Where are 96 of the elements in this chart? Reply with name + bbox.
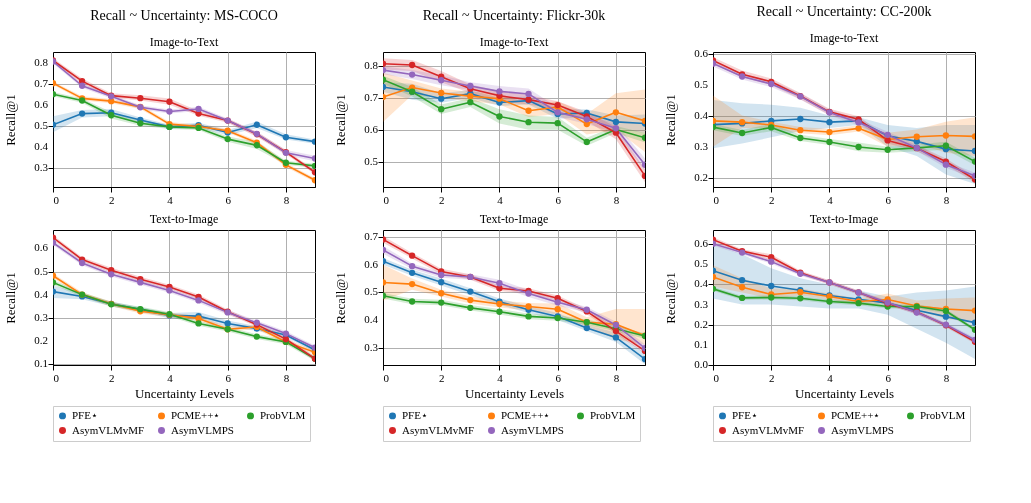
chart-title: Text-to-Image (809, 212, 879, 226)
y-axis-title: Recall@1 (3, 94, 18, 146)
y-tick-label: 0.4 (694, 108, 709, 121)
x-tick-label: 4 (167, 371, 174, 384)
chart-subtitle: Image-to-Text (479, 35, 549, 49)
legend-label: PCME++⋆ (501, 408, 551, 421)
y-axis-title: Recall@1 (333, 94, 348, 146)
y-tick-label: 0.6 (34, 241, 49, 254)
x-tick-label: 2 (108, 193, 115, 206)
x-tick-label: 6 (225, 371, 232, 384)
x-axis-title: Uncertainty Levels (794, 385, 895, 401)
chart-title: Text-to-Image (149, 212, 219, 226)
x-tick-label: 2 (768, 193, 775, 206)
legend-label: AsymVLMvMF (72, 423, 145, 436)
y-tick-label: 0.2 (694, 317, 708, 330)
y-tick-label: 0.5 (694, 77, 709, 90)
y-tick-label: 0.3 (34, 310, 49, 323)
y-tick-label: 0.1 (694, 337, 708, 350)
y-tick-label: 0.8 (34, 55, 49, 68)
y-tick-label: 0.3 (34, 161, 49, 174)
x-tick-label: 8 (283, 371, 290, 384)
x-tick-label: 8 (613, 193, 620, 206)
chart-title: Recall ~ Uncertainty: Flickr-30k (422, 8, 606, 23)
legend-label: AsymVLMvMF (402, 423, 475, 436)
y-tick-label: 0.5 (694, 257, 709, 270)
x-tick-label: 8 (613, 371, 620, 384)
x-tick-label: 2 (108, 371, 115, 384)
legend-label: ProbVLM (590, 408, 636, 421)
x-tick-label: 8 (943, 193, 950, 206)
chart-title: Recall ~ Uncertainty: CC-200k (756, 3, 932, 19)
y-tick-label: 0.3 (694, 297, 709, 310)
x-tick-label: 6 (225, 193, 232, 206)
chart-title: Recall ~ Uncertainty: MS-COCO (90, 8, 278, 23)
chart-subtitle: Image-to-Text (149, 35, 219, 49)
legend-label: PFE⋆ (72, 408, 98, 421)
chart-title: Text-to-Image (479, 212, 549, 226)
y-tick-label: 0.8 (364, 59, 379, 72)
legend-label: AsymVLMvMF (732, 423, 805, 436)
x-tick-label: 4 (827, 193, 834, 206)
y-tick-label: 0.2 (694, 170, 708, 183)
y-tick-label: 0.1 (34, 356, 48, 369)
y-tick-label: 0.5 (364, 154, 379, 167)
y-tick-label: 0.6 (34, 97, 49, 110)
x-tick-label: 6 (885, 193, 892, 206)
y-tick-label: 0.7 (364, 230, 379, 243)
legend-label: PCME++⋆ (831, 408, 881, 421)
x-tick-label: 0 (713, 193, 720, 206)
y-tick-label: 0.3 (364, 340, 379, 353)
y-tick-label: 0.4 (34, 287, 49, 300)
y-axis-title: Recall@1 (333, 272, 348, 324)
x-tick-label: 0 (53, 371, 60, 384)
y-tick-label: 0.4 (34, 139, 49, 152)
x-tick-label: 0 (383, 371, 390, 384)
x-tick-label: 8 (283, 193, 290, 206)
y-tick-label: 0.7 (34, 76, 49, 89)
y-tick-label: 0.4 (694, 277, 709, 290)
x-tick-label: 6 (555, 193, 562, 206)
x-tick-label: 0 (713, 371, 720, 384)
x-tick-label: 6 (555, 371, 562, 384)
x-tick-label: 2 (438, 371, 445, 384)
legend-label: PFE⋆ (402, 408, 428, 421)
y-tick-label: 0.7 (364, 91, 379, 104)
y-tick-label: 0.3 (694, 139, 709, 152)
y-tick-label: 0.5 (34, 118, 49, 131)
y-tick-label: 0.6 (694, 46, 709, 59)
chart-subtitle: Image-to-Text (809, 30, 879, 45)
legend-label: ProbVLM (260, 408, 306, 421)
x-tick-label: 2 (438, 193, 445, 206)
y-tick-label: 0.5 (364, 285, 379, 298)
legend-label: AsymVLMPS (831, 423, 894, 436)
legend-label: AsymVLMPS (171, 423, 234, 436)
x-tick-label: 8 (943, 371, 950, 384)
legend-label: ProbVLM (920, 408, 966, 421)
legend-label: AsymVLMPS (501, 423, 564, 436)
x-tick-label: 4 (167, 193, 174, 206)
legend-label: PFE⋆ (732, 408, 758, 421)
x-tick-label: 0 (53, 193, 60, 206)
legend-label: PCME++⋆ (171, 408, 221, 421)
y-axis-title: Recall@1 (663, 94, 678, 146)
y-tick-label: 0.6 (364, 257, 379, 270)
y-tick-label: 0.2 (34, 333, 48, 346)
x-axis-title: Uncertainty Levels (464, 385, 565, 401)
y-axis-title: Recall@1 (3, 272, 18, 324)
y-tick-label: 0.6 (364, 122, 379, 135)
y-axis-title: Recall@1 (663, 272, 678, 324)
y-tick-label: 0.5 (34, 264, 49, 277)
x-tick-label: 0 (383, 193, 390, 206)
y-tick-label: 0.0 (694, 358, 709, 370)
y-tick-label: 0.4 (364, 313, 379, 325)
x-tick-label: 2 (768, 371, 775, 384)
x-tick-label: 6 (885, 371, 892, 384)
y-tick-label: 0.6 (694, 237, 709, 250)
x-tick-label: 4 (497, 371, 504, 384)
x-axis-title: Uncertainty Levels (134, 385, 235, 401)
x-tick-label: 4 (827, 371, 834, 384)
x-tick-label: 4 (497, 193, 504, 206)
